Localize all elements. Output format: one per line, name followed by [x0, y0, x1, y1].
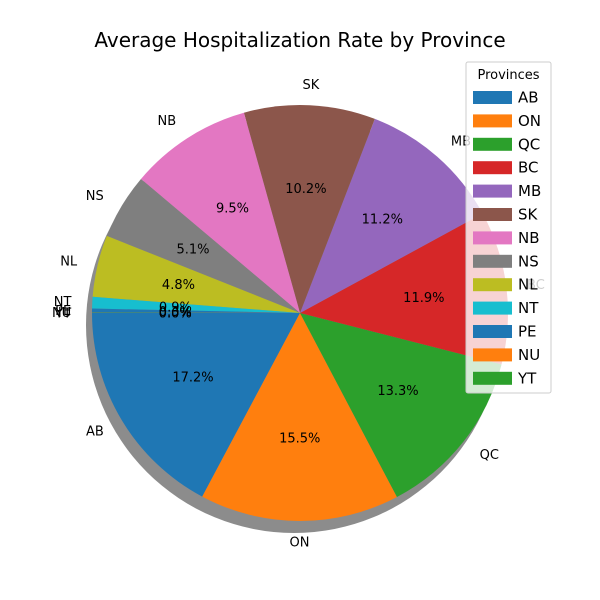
pie-slice-nt	[92, 296, 300, 313]
legend-swatch-mb	[473, 184, 512, 198]
legend-label-qc: QC	[518, 135, 540, 153]
pie-slices	[91, 104, 508, 522]
slice-percent-ab: 17.2%	[172, 371, 213, 386]
pie-slice-on	[202, 313, 397, 522]
legend-label-pe: PE	[518, 323, 537, 341]
legend-label-on: ON	[518, 112, 541, 130]
legend-swatch-nl	[473, 278, 512, 292]
legend-swatch-sk	[473, 208, 512, 221]
legend-swatch-pe	[473, 325, 512, 338]
slice-percent-sk: 10.2%	[285, 182, 326, 197]
legend-swatch-bc	[473, 161, 512, 175]
slice-label-pe: PE	[55, 304, 71, 319]
pie-slice-nl	[92, 235, 300, 313]
chart-title: Average Hospitalization Rate by Province	[94, 28, 505, 52]
slice-percent-on: 15.5%	[279, 431, 320, 446]
slice-percent-nu: 0.0%	[159, 306, 192, 321]
slice-label-sk: SK	[302, 78, 319, 93]
legend-label-nl: NL	[518, 276, 538, 294]
pie-slice-qc	[300, 313, 502, 498]
slice-percent-nt: 0.9%	[159, 300, 192, 315]
legend-swatch-qc	[473, 137, 512, 151]
slice-label-on: ON	[290, 535, 310, 550]
pie-slice-ab	[92, 313, 300, 497]
slice-percent-bc: 11.9%	[403, 291, 444, 306]
slice-percent-yt: 0.0%	[159, 306, 192, 321]
legend-items: AB ON QC BC MB SK NB NS NL NT PE NU YT	[473, 89, 541, 387]
legend-label-nt: NT	[518, 299, 539, 317]
legend-swatch-nb	[473, 231, 512, 245]
legend: Provinces AB ON QC BC MB SK NB NS NL NT PE NU YT	[465, 61, 552, 394]
legend-swatch-ab	[473, 91, 512, 104]
slice-percent-nb: 9.5%	[216, 202, 249, 217]
slice-label-nu: NU	[52, 306, 71, 321]
slice-percent-labels: 17.2% 15.5% 13.3% 11.9% 11.2% 10.2% 9.5% 5.1% 4.…	[159, 182, 445, 446]
pie-slice-pe	[92, 308, 300, 313]
legend-label-yt: YT	[517, 369, 537, 387]
pie-slice-nb	[140, 112, 300, 314]
legend-label-nb: NB	[518, 229, 540, 247]
pie-slice-nu	[91, 312, 300, 313]
slice-label-ab: AB	[86, 424, 104, 439]
slice-percent-ns: 5.1%	[176, 242, 209, 257]
slice-percent-nl: 4.8%	[162, 278, 195, 293]
legend-swatch-yt	[473, 371, 512, 385]
pie-slice-sk	[243, 104, 375, 313]
pie-slice-bc	[300, 213, 508, 365]
legend-label-nu: NU	[518, 346, 540, 364]
legend-swatch-on	[473, 114, 512, 128]
legend-swatch-nu	[473, 348, 512, 362]
slice-percent-qc: 13.3%	[377, 384, 418, 399]
slice-percent-pe: 0.3%	[159, 305, 192, 320]
legend-label-sk: SK	[518, 206, 539, 224]
slice-label-ns: NS	[86, 189, 104, 204]
slice-label-nb: NB	[158, 114, 177, 129]
slice-label-nt: NT	[54, 295, 72, 310]
slice-label-qc: QC	[480, 448, 499, 463]
legend-swatch-ns	[473, 254, 512, 268]
legend-title: Provinces	[477, 68, 539, 83]
legend-label-mb: MB	[518, 182, 541, 200]
legend-swatch-nt	[473, 301, 512, 315]
legend-label-ab: AB	[518, 89, 539, 107]
pie-slice-ns	[106, 178, 300, 313]
slice-label-nl: NL	[60, 255, 78, 270]
slice-percent-mb: 11.2%	[362, 213, 403, 228]
legend-label-bc: BC	[518, 159, 539, 177]
slice-label-yt: YT	[54, 306, 71, 321]
pie-slice-mb	[300, 118, 483, 314]
legend-label-ns: NS	[518, 252, 539, 270]
